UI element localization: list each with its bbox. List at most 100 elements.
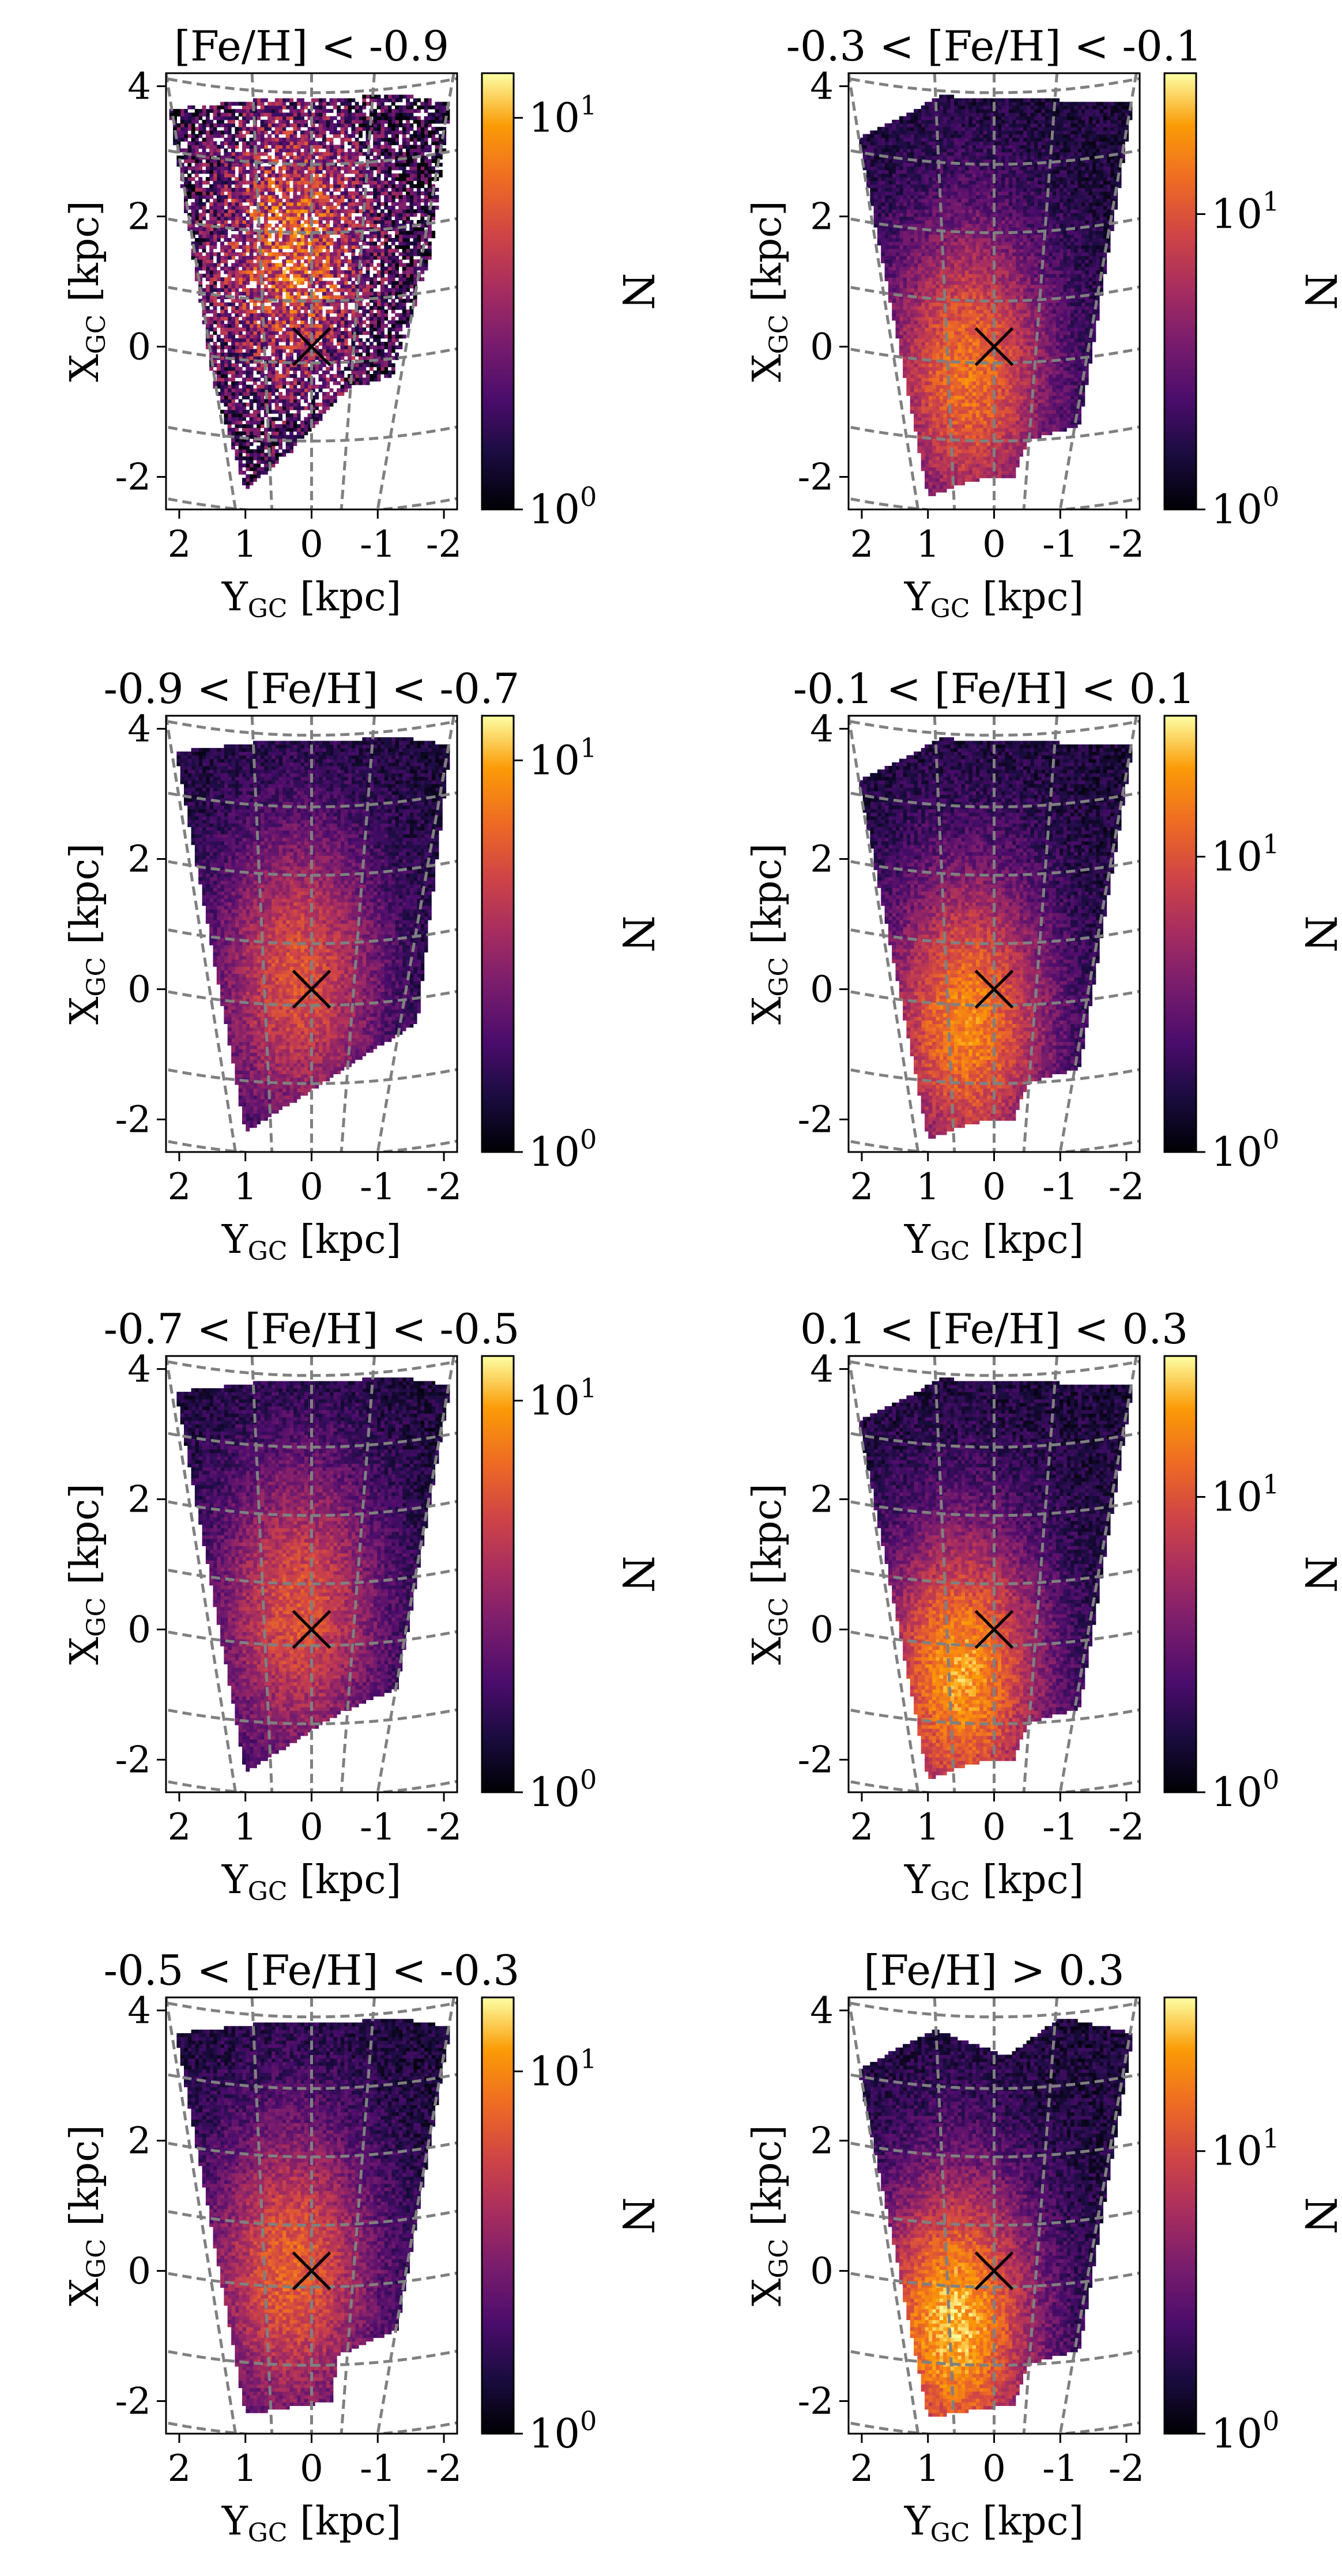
colorbar-tick-label: 101 — [1211, 186, 1279, 238]
x-tick-label: 0 — [300, 523, 323, 566]
x-axis-label: YGC [kpc] — [904, 2499, 1084, 2548]
sun-marker — [292, 1610, 331, 1649]
panel-title: -0.1 < [Fe/H] < 0.1 — [793, 664, 1195, 713]
colorbar-label: N — [1295, 915, 1342, 953]
x-tick-label: 0 — [982, 2447, 1006, 2490]
colorbar — [1163, 1996, 1197, 2435]
y-tick-label: -2 — [798, 2381, 834, 2423]
y-tick-label: 2 — [810, 196, 834, 239]
y-tick-label: 4 — [127, 66, 151, 108]
y-tick-label: 2 — [810, 1479, 834, 1521]
x-tick-label: -2 — [426, 1806, 462, 1849]
x-tick-label: 1 — [916, 2447, 940, 2490]
heatmap-cells — [859, 737, 1133, 1139]
colorbar-tick-label: 101 — [529, 2043, 597, 2095]
y-tick-label: -2 — [798, 456, 834, 499]
panel-title: -0.9 < [Fe/H] < -0.7 — [104, 664, 520, 713]
sun-marker — [974, 327, 1014, 367]
panel-title: [Fe/H] < -0.9 — [174, 22, 449, 70]
colorbar-label: N — [613, 915, 662, 953]
sun-marker — [292, 327, 331, 367]
x-tick-label: 1 — [233, 523, 257, 566]
panel-title: -0.5 < [Fe/H] < -0.3 — [104, 1946, 520, 1995]
colorbar-tick-label: 101 — [1211, 2123, 1279, 2175]
colorbar-label: N — [613, 1555, 662, 1593]
colorbar-tick-label: 101 — [1211, 1469, 1279, 1521]
y-tick-label: 0 — [810, 2250, 834, 2293]
x-tick-label: -2 — [1109, 2447, 1144, 2490]
x-tick-label: 1 — [233, 1806, 257, 1849]
y-axis-label: XGC [kpc] — [62, 2125, 111, 2306]
colorbar-tick-label: 100 — [1211, 2405, 1279, 2457]
y-tick-label: -2 — [115, 456, 151, 499]
heatmap-cells — [859, 95, 1133, 496]
y-tick-label: 2 — [127, 838, 151, 881]
sun-marker — [974, 1610, 1014, 1649]
y-tick-label: -2 — [798, 1739, 834, 1782]
y-tick-label: 0 — [127, 1609, 151, 1652]
x-tick-label: 0 — [300, 1166, 323, 1208]
grid-guides — [166, 73, 457, 509]
colorbar-tick-label: 101 — [529, 1372, 597, 1424]
sun-marker — [292, 969, 331, 1009]
panel-title: [Fe/H] > 0.3 — [864, 1946, 1124, 1995]
x-tick-label: 2 — [850, 1806, 874, 1849]
x-tick-label: -2 — [426, 2447, 462, 2490]
y-tick-label: 2 — [127, 1479, 151, 1521]
colorbar — [481, 1996, 515, 2435]
y-tick-label: 4 — [810, 1349, 834, 1391]
x-tick-label: -2 — [426, 1166, 462, 1208]
y-tick-label: -2 — [798, 1099, 834, 1142]
x-axis-label: YGC [kpc] — [904, 1857, 1084, 1906]
y-tick-label: 0 — [127, 326, 151, 369]
y-tick-label: 0 — [127, 2250, 151, 2293]
x-tick-label: 2 — [168, 1806, 191, 1849]
y-tick-label: 2 — [127, 2120, 151, 2163]
x-tick-label: -1 — [1042, 1806, 1078, 1849]
x-tick-label: 0 — [982, 523, 1006, 566]
colorbar-tick-label: 101 — [529, 732, 597, 784]
x-tick-label: 2 — [168, 2447, 191, 2490]
x-tick-label: -1 — [1042, 1166, 1078, 1208]
x-tick-label: 2 — [168, 523, 191, 566]
x-tick-label: 0 — [300, 1806, 323, 1849]
x-tick-label: 1 — [916, 1806, 940, 1849]
x-tick-label: 2 — [168, 1166, 191, 1208]
heatmap-cells — [176, 737, 450, 1132]
x-tick-label: 0 — [300, 2447, 323, 2490]
x-tick-label: 2 — [850, 523, 874, 566]
x-tick-label: -2 — [1109, 523, 1144, 566]
y-tick-label: -2 — [115, 1739, 151, 1782]
colorbar — [1163, 1355, 1197, 1793]
y-tick-label: 4 — [127, 1349, 151, 1391]
x-tick-label: -1 — [360, 523, 395, 566]
colorbar-tick-label: 100 — [1211, 1124, 1279, 1176]
x-tick-label: 1 — [233, 2447, 257, 2490]
colorbar — [481, 72, 515, 511]
y-axis-label: XGC [kpc] — [745, 201, 794, 382]
y-tick-label: 2 — [810, 2120, 834, 2163]
y-tick-label: 4 — [810, 1990, 834, 2033]
heatmap-cells — [169, 95, 450, 489]
sun-marker — [974, 2251, 1014, 2291]
colorbar-tick-label: 100 — [529, 481, 597, 533]
x-axis-label: YGC [kpc] — [221, 2499, 401, 2548]
grid-guides — [166, 716, 457, 1152]
colorbar-tick-label: 101 — [1211, 829, 1279, 881]
colorbar-label: N — [1295, 2197, 1342, 2234]
y-tick-label: 4 — [810, 66, 834, 108]
y-tick-label: 0 — [810, 326, 834, 369]
y-tick-label: -2 — [115, 1099, 151, 1142]
y-tick-label: -2 — [115, 2381, 151, 2423]
y-axis-label: XGC [kpc] — [62, 1483, 111, 1665]
y-tick-label: 4 — [127, 1990, 151, 2033]
y-tick-label: 0 — [810, 1609, 834, 1652]
colorbar-tick-label: 100 — [1211, 1764, 1279, 1816]
colorbar — [481, 1355, 515, 1793]
colorbar-tick-label: 100 — [1211, 481, 1279, 533]
y-axis-label: XGC [kpc] — [62, 201, 111, 382]
